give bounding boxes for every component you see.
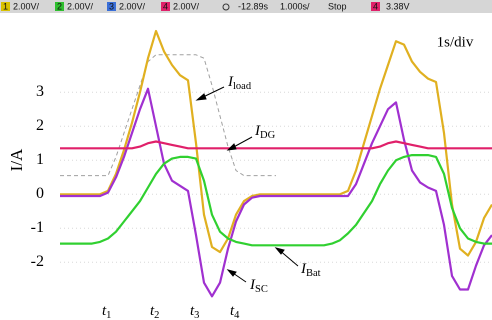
y-tick-label: 2	[36, 117, 44, 134]
channel-number: 1	[3, 1, 8, 11]
y-axis-label: I/A	[7, 148, 26, 171]
channel-number: 3	[109, 1, 114, 11]
status-text: Stop	[328, 1, 347, 11]
status-text: -12.89s	[238, 1, 269, 11]
scale-label: 1s/div	[437, 34, 474, 50]
x-tick-label: t2	[150, 303, 159, 320]
y-tick-label: -1	[31, 219, 44, 236]
trace	[60, 55, 276, 176]
trace	[60, 155, 492, 245]
status-text: 2.00V/	[67, 1, 94, 11]
trace	[60, 89, 492, 296]
status-text: 3.38V	[386, 1, 410, 11]
chart: 1s/div I/A Iload IDG ISC IBat 12.00V/22.…	[0, 0, 492, 320]
plot-area	[60, 31, 492, 296]
channel-number: 2	[57, 1, 62, 11]
y-tick-label: -2	[31, 253, 44, 270]
channel-number: 4	[373, 1, 378, 11]
y-tick-label: 3	[36, 83, 44, 100]
y-tick-label: 0	[36, 185, 44, 202]
status-text: 1.000s/	[280, 1, 310, 11]
status-text: 2.00V/	[173, 1, 200, 11]
x-tick-label: t1	[102, 303, 111, 320]
annotation: Iload	[227, 74, 252, 92]
channel-number: 4	[163, 1, 168, 11]
x-tick-label: t4	[230, 303, 240, 320]
annotation: IBat	[300, 261, 321, 279]
annotation-arrows	[197, 87, 298, 282]
y-tick-label: 1	[36, 151, 44, 168]
x-tick-label: t3	[190, 303, 199, 320]
annotation: ISC	[249, 277, 268, 295]
status-text: 2.00V/	[119, 1, 146, 11]
status-text: 2.00V/	[13, 1, 40, 11]
